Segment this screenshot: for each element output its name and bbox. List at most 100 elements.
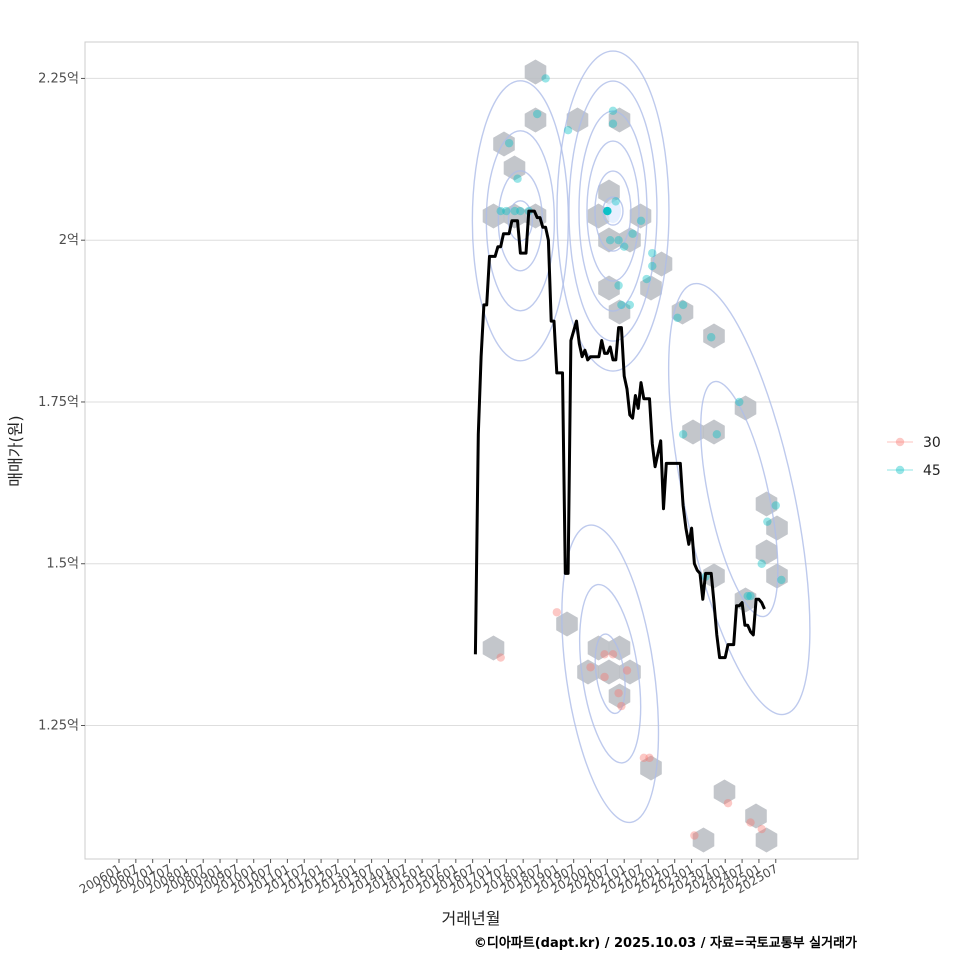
point-45 bbox=[504, 138, 514, 148]
point-45 bbox=[516, 206, 525, 216]
density-contour bbox=[594, 633, 626, 715]
point-45 bbox=[707, 333, 716, 342]
point-30 bbox=[614, 688, 623, 698]
point-30 bbox=[645, 753, 654, 763]
point-45 bbox=[648, 261, 657, 271]
point-45 bbox=[673, 313, 682, 323]
density-contour bbox=[568, 80, 658, 342]
point-30 bbox=[496, 653, 505, 662]
point-45 bbox=[678, 430, 688, 439]
hex-bin bbox=[482, 635, 505, 661]
scatter-points bbox=[496, 74, 786, 840]
point-30 bbox=[757, 824, 766, 834]
hex-bin bbox=[629, 203, 652, 229]
trend-line-group bbox=[473, 209, 766, 660]
point-45 bbox=[625, 300, 635, 310]
legend-label: 30 bbox=[923, 435, 941, 451]
point-45 bbox=[746, 591, 755, 601]
hex-bin bbox=[524, 107, 547, 133]
density-contour bbox=[602, 196, 624, 226]
point-45 bbox=[642, 274, 651, 284]
hex-bin bbox=[608, 107, 631, 133]
point-30 bbox=[600, 650, 609, 659]
point-45 bbox=[620, 242, 629, 251]
density-contour bbox=[594, 170, 632, 252]
plot-panel-border bbox=[84, 41, 859, 860]
point-45 bbox=[628, 229, 637, 238]
x-axis-ticks: 2006012006072007012007072008012008072009… bbox=[77, 859, 780, 897]
point-30 bbox=[723, 798, 733, 808]
hex-bin bbox=[503, 203, 526, 229]
hex-bin bbox=[671, 299, 694, 325]
hex-bin bbox=[598, 275, 620, 301]
hex-bin bbox=[598, 659, 620, 685]
point-45-highlight bbox=[603, 206, 612, 216]
y-tick-label: 1.5억 bbox=[46, 557, 79, 572]
point-30 bbox=[639, 753, 649, 763]
point-45 bbox=[611, 197, 620, 206]
hex-bin bbox=[703, 419, 725, 445]
point-30 bbox=[586, 663, 595, 672]
hex-bin bbox=[587, 635, 610, 661]
hex-bin bbox=[745, 803, 767, 829]
point-45 bbox=[648, 248, 657, 258]
density-contour bbox=[667, 282, 811, 716]
point-45 bbox=[777, 575, 786, 585]
hex-bin bbox=[703, 563, 725, 589]
point-45 bbox=[502, 206, 511, 216]
legend-key-point bbox=[895, 465, 905, 475]
density-contour bbox=[556, 50, 670, 372]
legend-label: 45 bbox=[923, 463, 941, 479]
y-tick-label: 2.25억 bbox=[38, 71, 79, 86]
y-axis-ticks: 1.25억 1.5억 1.75억 2억 2.25억 bbox=[38, 71, 85, 734]
hex-bin bbox=[682, 419, 704, 445]
point-45 bbox=[743, 591, 752, 601]
density-peak bbox=[604, 199, 621, 224]
legend: 30 45 bbox=[887, 435, 941, 479]
density-contour bbox=[471, 80, 570, 362]
hex-bin bbox=[503, 155, 526, 181]
point-30 bbox=[690, 831, 699, 840]
point-45 bbox=[496, 206, 505, 216]
point-45 bbox=[771, 501, 780, 510]
point-45 bbox=[757, 559, 766, 568]
point-45 bbox=[763, 517, 772, 526]
hex-bin bbox=[566, 107, 589, 133]
point-45 bbox=[605, 235, 615, 245]
point-30 bbox=[746, 818, 755, 827]
hex-bin bbox=[524, 59, 547, 85]
y-tick-label: 2억 bbox=[59, 233, 79, 248]
point-45 bbox=[617, 300, 626, 310]
y-tick-label: 1.25억 bbox=[38, 719, 79, 734]
point-45 bbox=[735, 397, 744, 407]
hex-bin bbox=[598, 179, 620, 205]
y-axis-title: 매매가(원) bbox=[6, 415, 25, 486]
density-contour bbox=[586, 140, 640, 282]
y-tick-label: 1.75억 bbox=[38, 395, 79, 410]
hex-bin bbox=[692, 827, 715, 853]
point-45 bbox=[678, 300, 688, 310]
gridlines bbox=[85, 77, 858, 727]
point-30 bbox=[622, 666, 632, 675]
hex-bin bbox=[755, 539, 778, 565]
point-45 bbox=[563, 125, 573, 135]
point-30 bbox=[600, 672, 609, 682]
point-30 bbox=[552, 608, 562, 617]
hex-bin bbox=[734, 395, 757, 421]
hex-bins bbox=[482, 59, 788, 853]
density-contour bbox=[485, 130, 556, 312]
x-axis-title: 거래년월 bbox=[442, 909, 501, 928]
trend-line bbox=[473, 209, 766, 660]
point-45 bbox=[712, 430, 722, 439]
point-30 bbox=[617, 701, 626, 711]
hex-bin bbox=[766, 515, 788, 541]
hex-bin bbox=[713, 779, 736, 805]
point-45 bbox=[541, 74, 550, 83]
density-contours bbox=[471, 50, 811, 824]
point-45 bbox=[608, 106, 618, 115]
caption: ©디아파트(dapt.kr) / 2025.10.03 / 자료=국토교통부 실… bbox=[474, 935, 857, 951]
point-30 bbox=[608, 650, 618, 659]
density-contour bbox=[561, 524, 660, 824]
hex-bin bbox=[766, 563, 788, 589]
